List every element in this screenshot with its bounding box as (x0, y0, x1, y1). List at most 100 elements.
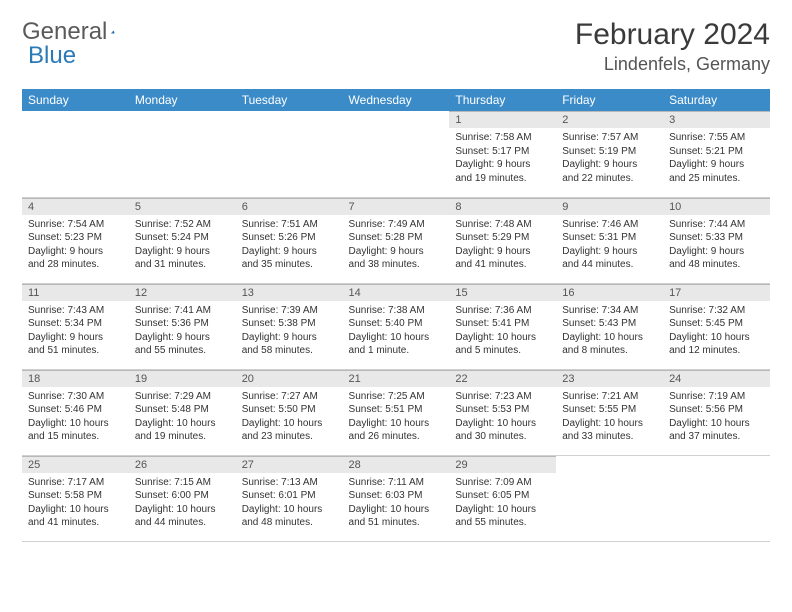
day-content: Sunrise: 7:30 AMSunset: 5:46 PMDaylight:… (22, 387, 129, 448)
calendar-day-cell (663, 455, 770, 541)
day-line: and 19 minutes. (135, 430, 230, 444)
weekday-header: Thursday (449, 89, 556, 111)
day-content: Sunrise: 7:36 AMSunset: 5:41 PMDaylight:… (449, 301, 556, 362)
day-number: 17 (663, 284, 770, 301)
day-line: Sunrise: 7:30 AM (28, 390, 123, 404)
day-line: Sunrise: 7:51 AM (242, 218, 337, 232)
day-line: Sunrise: 7:43 AM (28, 304, 123, 318)
calendar-day-cell: 27Sunrise: 7:13 AMSunset: 6:01 PMDayligh… (236, 455, 343, 541)
day-line: Daylight: 10 hours (242, 417, 337, 431)
weekday-header: Friday (556, 89, 663, 111)
calendar-day-cell: 2Sunrise: 7:57 AMSunset: 5:19 PMDaylight… (556, 111, 663, 197)
day-line: Daylight: 10 hours (562, 331, 657, 345)
day-line: Sunset: 5:29 PM (455, 231, 550, 245)
day-content: Sunrise: 7:58 AMSunset: 5:17 PMDaylight:… (449, 128, 556, 189)
day-content: Sunrise: 7:34 AMSunset: 5:43 PMDaylight:… (556, 301, 663, 362)
calendar-day-cell: 5Sunrise: 7:52 AMSunset: 5:24 PMDaylight… (129, 197, 236, 283)
day-line: Sunrise: 7:55 AM (669, 131, 764, 145)
day-number: 13 (236, 284, 343, 301)
day-line: Sunset: 5:24 PM (135, 231, 230, 245)
day-line: Daylight: 9 hours (669, 158, 764, 172)
day-line: Sunrise: 7:34 AM (562, 304, 657, 318)
day-line: Sunrise: 7:13 AM (242, 476, 337, 490)
day-line: Sunrise: 7:15 AM (135, 476, 230, 490)
day-line: Sunset: 5:17 PM (455, 145, 550, 159)
day-line: Sunset: 5:31 PM (562, 231, 657, 245)
calendar-day-cell: 16Sunrise: 7:34 AMSunset: 5:43 PMDayligh… (556, 283, 663, 369)
day-number: 24 (663, 370, 770, 387)
day-line: Sunrise: 7:09 AM (455, 476, 550, 490)
logo-triangle-icon (111, 23, 115, 41)
logo-text-2: Blue (28, 42, 76, 70)
calendar-table: SundayMondayTuesdayWednesdayThursdayFrid… (22, 89, 770, 542)
day-line: Sunset: 5:26 PM (242, 231, 337, 245)
day-content: Sunrise: 7:48 AMSunset: 5:29 PMDaylight:… (449, 215, 556, 276)
day-line: Sunset: 6:01 PM (242, 489, 337, 503)
day-line: Sunrise: 7:19 AM (669, 390, 764, 404)
calendar-day-cell (556, 455, 663, 541)
day-number: 14 (343, 284, 450, 301)
calendar-day-cell (22, 111, 129, 197)
day-line: and 33 minutes. (562, 430, 657, 444)
day-line: Sunrise: 7:36 AM (455, 304, 550, 318)
calendar-day-cell: 19Sunrise: 7:29 AMSunset: 5:48 PMDayligh… (129, 369, 236, 455)
day-line: and 58 minutes. (242, 344, 337, 358)
day-content: Sunrise: 7:46 AMSunset: 5:31 PMDaylight:… (556, 215, 663, 276)
title-block: February 2024 Lindenfels, Germany (575, 18, 770, 75)
day-line: and 48 minutes. (242, 516, 337, 530)
day-number: 27 (236, 456, 343, 473)
day-line: Sunrise: 7:23 AM (455, 390, 550, 404)
day-line: Sunset: 5:19 PM (562, 145, 657, 159)
day-line: Daylight: 9 hours (455, 245, 550, 259)
calendar-day-cell: 24 Sunrise: 7:19 AMSunset: 5:56 PMDayligh… (663, 369, 770, 455)
day-line: Sunrise: 7:17 AM (28, 476, 123, 490)
day-content: Sunrise: 7:51 AMSunset: 5:26 PMDaylight:… (236, 215, 343, 276)
day-line: Sunrise: 7:41 AM (135, 304, 230, 318)
calendar-day-cell: 8Sunrise: 7:48 AMSunset: 5:29 PMDaylight… (449, 197, 556, 283)
day-line: Daylight: 9 hours (349, 245, 444, 259)
day-number: 25 (22, 456, 129, 473)
calendar-day-cell (129, 111, 236, 197)
day-content: Sunrise: 7:39 AMSunset: 5:38 PMDaylight:… (236, 301, 343, 362)
calendar-day-cell: 28Sunrise: 7:11 AMSunset: 6:03 PMDayligh… (343, 455, 450, 541)
calendar-day-cell: 10Sunrise: 7:44 AMSunset: 5:33 PMDayligh… (663, 197, 770, 283)
day-line: Sunset: 5:50 PM (242, 403, 337, 417)
day-content: Sunrise: 7:41 AMSunset: 5:36 PMDaylight:… (129, 301, 236, 362)
day-number: 9 (556, 198, 663, 215)
day-line: and 48 minutes. (669, 258, 764, 272)
calendar-week-row: 25Sunrise: 7:17 AMSunset: 5:58 PMDayligh… (22, 455, 770, 541)
day-line: Sunset: 6:05 PM (455, 489, 550, 503)
logo-line2: Blue (28, 42, 76, 70)
day-number: 6 (236, 198, 343, 215)
calendar-day-cell: 7Sunrise: 7:49 AMSunset: 5:28 PMDaylight… (343, 197, 450, 283)
day-content: Sunrise: 7:17 AMSunset: 5:58 PMDaylight:… (22, 473, 129, 534)
calendar-week-row: 18Sunrise: 7:30 AMSunset: 5:46 PMDayligh… (22, 369, 770, 455)
day-line: and 51 minutes. (349, 516, 444, 530)
day-number: 15 (449, 284, 556, 301)
day-line: Daylight: 9 hours (669, 245, 764, 259)
day-line: Sunset: 5:41 PM (455, 317, 550, 331)
day-content: Sunrise: 7:44 AMSunset: 5:33 PMDaylight:… (663, 215, 770, 276)
day-line: Sunset: 5:56 PM (669, 403, 764, 417)
calendar-day-cell: 29Sunrise: 7:09 AMSunset: 6:05 PMDayligh… (449, 455, 556, 541)
day-line: and 12 minutes. (669, 344, 764, 358)
day-number: 19 (129, 370, 236, 387)
day-line: Daylight: 10 hours (669, 417, 764, 431)
day-line: Sunrise: 7:44 AM (669, 218, 764, 232)
day-line: and 55 minutes. (135, 344, 230, 358)
calendar-day-cell: 1Sunrise: 7:58 AMSunset: 5:17 PMDaylight… (449, 111, 556, 197)
calendar-week-row: 4Sunrise: 7:54 AMSunset: 5:23 PMDaylight… (22, 197, 770, 283)
day-line: Sunrise: 7:38 AM (349, 304, 444, 318)
day-number: 11 (22, 284, 129, 301)
day-line: Sunset: 5:33 PM (669, 231, 764, 245)
day-line: Sunrise: 7:46 AM (562, 218, 657, 232)
day-line: Sunset: 5:43 PM (562, 317, 657, 331)
day-number: 18 (22, 370, 129, 387)
day-number: 12 (129, 284, 236, 301)
day-line: Daylight: 9 hours (135, 331, 230, 345)
day-line: Sunset: 5:23 PM (28, 231, 123, 245)
day-line: and 15 minutes. (28, 430, 123, 444)
day-number: 21 (343, 370, 450, 387)
day-line: Sunset: 5:58 PM (28, 489, 123, 503)
calendar-day-cell: 12Sunrise: 7:41 AMSunset: 5:36 PMDayligh… (129, 283, 236, 369)
